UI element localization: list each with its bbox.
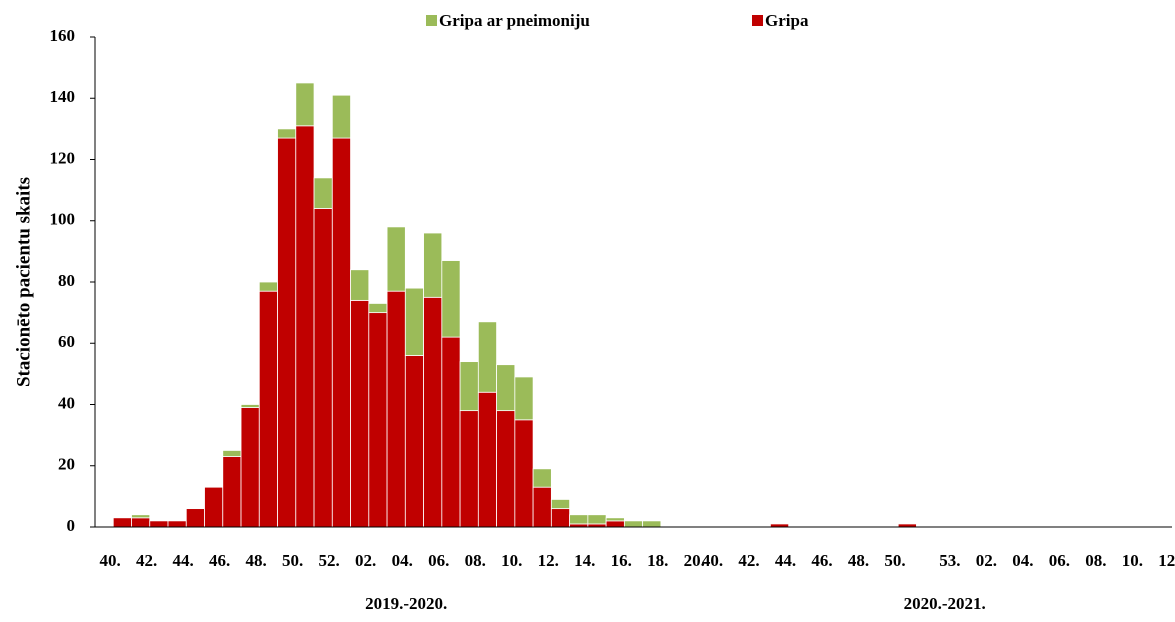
bar <box>477 321 497 393</box>
bar <box>167 520 187 528</box>
x-tick-label: 44. <box>775 551 796 570</box>
group-label: 2020.-2021. <box>904 594 986 613</box>
bar <box>386 290 406 528</box>
bar <box>477 391 497 528</box>
bar <box>550 508 571 528</box>
bar <box>496 364 516 412</box>
x-tick-label: 42. <box>136 551 157 570</box>
bar <box>514 419 534 528</box>
bar <box>313 208 333 528</box>
legend-label: Gripa ar pneimoniju <box>439 11 590 30</box>
x-tick-label: 18. <box>647 551 668 570</box>
x-tick-label: 12. <box>1158 551 1175 570</box>
bar <box>240 404 260 408</box>
bar <box>550 499 571 510</box>
bar <box>313 177 333 209</box>
y-tick-label: 60 <box>58 332 75 351</box>
bar <box>459 361 479 412</box>
bar <box>623 520 644 528</box>
x-tick-label: 06. <box>428 551 449 570</box>
x-tick-label: 46. <box>209 551 230 570</box>
bar <box>441 336 461 528</box>
x-tick-label: 42. <box>738 551 759 570</box>
bar <box>569 514 589 525</box>
x-tick-label: 02. <box>976 551 997 570</box>
bar <box>514 376 534 421</box>
bar <box>185 508 205 528</box>
bar <box>404 355 424 528</box>
x-tick-label: 50. <box>282 551 303 570</box>
x-tick-label: 46. <box>811 551 832 570</box>
bar <box>496 410 516 528</box>
bar <box>295 125 315 528</box>
x-tick-label: 10. <box>501 551 522 570</box>
bar <box>277 137 297 528</box>
x-tick-label: 04. <box>392 551 413 570</box>
x-tick-label: 04. <box>1012 551 1033 570</box>
group-label: 2019.-2020. <box>365 594 447 613</box>
bar <box>532 468 552 488</box>
bar <box>459 410 479 528</box>
y-axis-label: Stacionēto pacientu skaits <box>13 177 34 387</box>
bar <box>222 456 242 528</box>
bar <box>350 299 370 528</box>
y-tick-label: 0 <box>67 516 76 535</box>
x-tick-label: 44. <box>173 551 194 570</box>
bar <box>605 517 625 522</box>
bar <box>149 520 169 528</box>
x-tick-label: 40. <box>702 551 723 570</box>
x-tick-label: 40. <box>100 551 121 570</box>
bar <box>240 407 260 528</box>
x-tick-label: 06. <box>1049 551 1070 570</box>
bar <box>404 287 424 356</box>
bar <box>131 517 151 528</box>
bar <box>331 94 351 139</box>
bar <box>368 312 388 528</box>
x-tick-label: 20. <box>684 551 705 570</box>
bar <box>423 296 443 528</box>
bar <box>587 514 607 525</box>
legend-swatch <box>426 15 437 26</box>
y-tick-label: 120 <box>50 148 76 167</box>
bar <box>368 303 388 314</box>
x-tick-label: 14. <box>574 551 595 570</box>
bar <box>112 517 132 528</box>
y-tick-label: 20 <box>58 455 75 474</box>
bar <box>295 82 315 127</box>
bar <box>441 260 461 338</box>
bar <box>350 269 370 301</box>
bar <box>258 290 278 528</box>
y-tick-label: 80 <box>58 271 75 290</box>
y-tick-label: 40 <box>58 393 75 412</box>
legend-swatch <box>752 15 763 26</box>
x-tick-label: 10. <box>1122 551 1143 570</box>
x-tick-label: 08. <box>465 551 486 570</box>
y-tick-label: 100 <box>50 210 76 229</box>
x-tick-label: 08. <box>1085 551 1106 570</box>
bar <box>331 137 351 528</box>
bar <box>605 520 625 528</box>
legend-label: Gripa <box>765 11 809 30</box>
x-tick-label: 48. <box>246 551 267 570</box>
x-tick-label: 53. <box>939 551 960 570</box>
bar <box>532 486 552 528</box>
x-tick-label: 12. <box>538 551 559 570</box>
x-tick-label: 52. <box>319 551 340 570</box>
y-tick-label: 160 <box>50 26 76 45</box>
bar <box>277 128 297 139</box>
bar <box>423 232 443 298</box>
x-tick-label: 50. <box>884 551 905 570</box>
y-tick-label: 140 <box>50 87 76 106</box>
bar <box>642 520 662 528</box>
x-tick-label: 16. <box>611 551 632 570</box>
bar <box>386 226 406 292</box>
bar <box>222 450 242 457</box>
bar <box>258 281 278 292</box>
bar <box>131 514 151 519</box>
x-tick-label: 48. <box>848 551 869 570</box>
x-tick-label: 02. <box>355 551 376 570</box>
bar <box>204 486 224 528</box>
